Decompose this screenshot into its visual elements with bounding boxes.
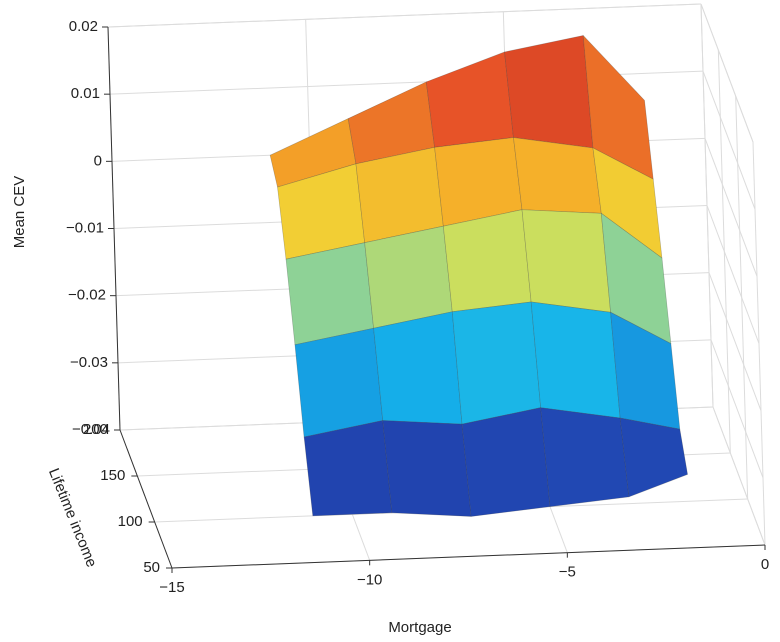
box-edge xyxy=(700,3,754,143)
x-tick-label: −5 xyxy=(559,564,576,581)
surface-cell xyxy=(521,209,611,313)
x-tick-label: 0 xyxy=(761,556,769,573)
surface-cell xyxy=(285,242,374,346)
y-tick-label: 150 xyxy=(100,467,125,484)
surface-cell xyxy=(513,137,602,214)
grid-line xyxy=(712,406,766,546)
surface-cell xyxy=(443,209,532,313)
y-tick-label: 200 xyxy=(83,421,108,438)
surface-cell xyxy=(530,301,621,419)
surface-cell xyxy=(610,311,681,430)
z-tick-label: 0 xyxy=(94,152,102,169)
x-axis-label: Mortgage xyxy=(388,619,451,636)
grid-line xyxy=(710,339,764,479)
y-tick-label: 100 xyxy=(118,513,143,530)
z-tick-label: −0.04 xyxy=(72,421,110,438)
grid-line xyxy=(717,49,731,454)
z-axis-label: Mean CEV xyxy=(11,176,28,249)
x-axis xyxy=(171,544,766,569)
surface-cell xyxy=(504,35,594,149)
x-tick-label: −15 xyxy=(159,579,184,596)
z-tick-label: −0.02 xyxy=(68,287,106,304)
grid-line xyxy=(706,205,760,344)
surface-cell xyxy=(294,327,384,438)
y-axis xyxy=(119,429,173,569)
box-edge xyxy=(107,3,702,28)
surface-cell xyxy=(382,420,472,517)
z-tick-label: 0.01 xyxy=(71,85,100,102)
grid-line xyxy=(708,272,762,411)
surface-cell xyxy=(373,311,463,425)
surface-cell xyxy=(619,417,688,498)
z-tick-label: 0.02 xyxy=(69,18,98,35)
grid-line xyxy=(735,95,749,500)
grid-line xyxy=(702,70,756,210)
grid-line xyxy=(752,141,766,546)
grid-line xyxy=(700,3,714,408)
z-tick-label: −0.01 xyxy=(66,219,104,236)
surface-cell xyxy=(540,407,630,508)
surface-cell xyxy=(461,407,551,517)
grid-line xyxy=(704,138,758,277)
y-axis-label: Lifetime income xyxy=(45,466,100,570)
surface-cell xyxy=(355,146,444,244)
y-tick-label: 50 xyxy=(143,559,160,576)
surface-cell xyxy=(364,225,453,329)
x-tick-label: −10 xyxy=(357,571,382,588)
surface-cell xyxy=(425,51,514,148)
surface-cell xyxy=(451,301,541,425)
z-tick-label: −0.03 xyxy=(70,354,108,371)
surface-cell xyxy=(582,34,654,180)
surface-cell xyxy=(303,420,393,517)
